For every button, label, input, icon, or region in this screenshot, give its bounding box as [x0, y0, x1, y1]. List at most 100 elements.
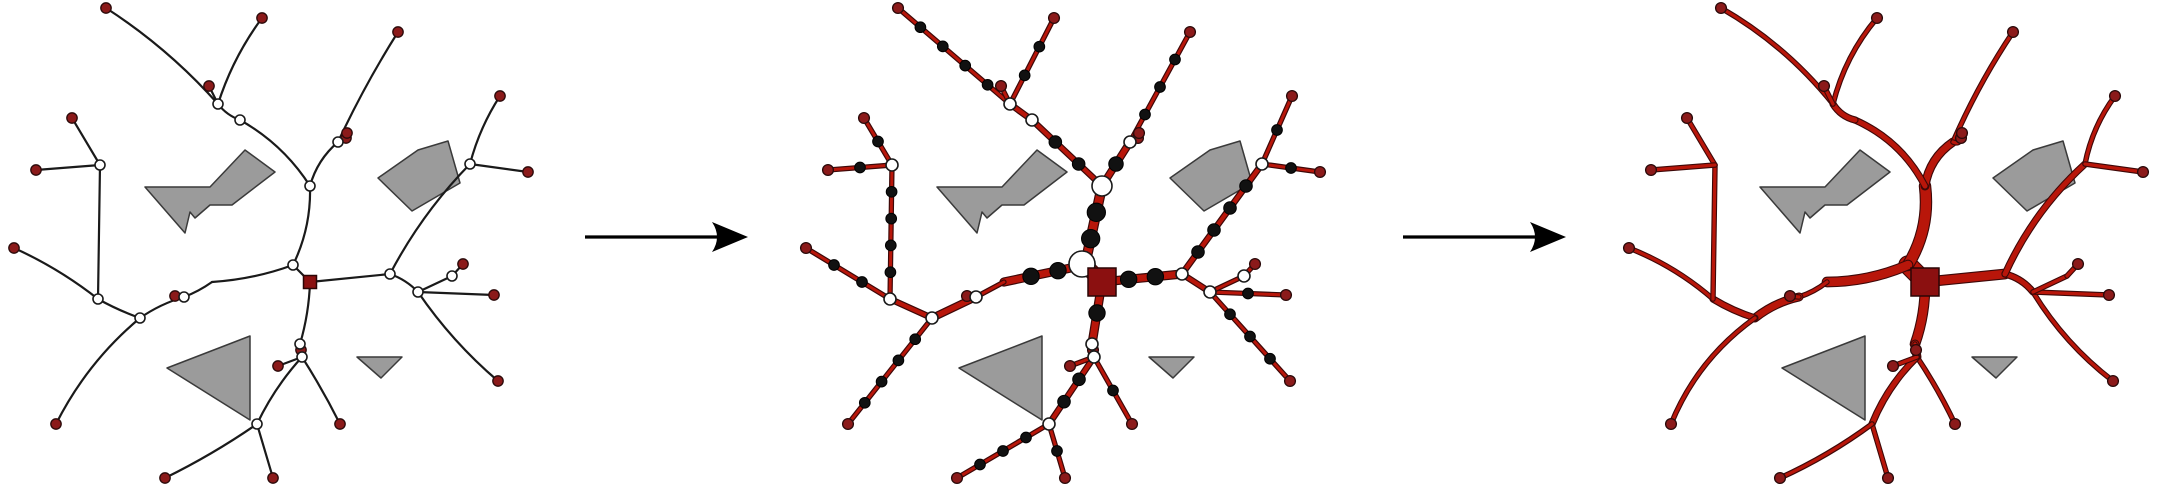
obstacle-zigzag [936, 149, 1068, 234]
flow-edge [2083, 162, 2145, 174]
subdivision-node [1081, 229, 1101, 249]
steiner-node [412, 286, 424, 298]
terminal-node [1313, 165, 1327, 179]
tree-edge [255, 422, 275, 480]
tree-edge [468, 162, 530, 174]
flow-edge [2031, 290, 2115, 383]
flow-edge [1870, 422, 1890, 480]
steiner-node [446, 270, 458, 282]
tree-edge [388, 162, 472, 276]
subdivision-node [1051, 445, 1063, 457]
arrow-head [712, 222, 748, 252]
obstacle-zigzag [1759, 149, 1891, 234]
flow-edge [1711, 163, 1717, 301]
steiner-node [969, 290, 983, 304]
tree-edge [255, 355, 304, 426]
terminal-node [1279, 288, 1293, 302]
terminal-node [799, 241, 813, 255]
terminal-node [8, 242, 20, 254]
subdivision-node [892, 354, 905, 367]
terminal-node [267, 472, 279, 484]
tree-edge [163, 422, 259, 480]
flow-edge [804, 246, 892, 301]
flow-edge [1869, 354, 1920, 427]
steiner-node [234, 114, 246, 126]
steiner-node [287, 259, 299, 271]
subdivision-node [997, 445, 1009, 457]
tree-edge [238, 118, 312, 188]
obstacle-small-triangle [1148, 356, 1195, 379]
steiner-node [94, 159, 106, 171]
terminal-node [1644, 163, 1658, 177]
obstacle-pentagon-right [1169, 140, 1253, 212]
subdivision-node [981, 78, 994, 91]
steiner-node [296, 351, 308, 363]
terminal-node [1783, 289, 1797, 303]
subdivision-node [1207, 223, 1221, 237]
flow-edge-outline [1718, 5, 1836, 107]
tree-edge [70, 116, 102, 167]
subdivision-node [856, 276, 868, 288]
flow-edge [1852, 117, 1928, 189]
obstacles [144, 140, 461, 421]
subdivision-node [959, 59, 972, 72]
subdivision-node [974, 458, 986, 471]
terminal-node [1125, 417, 1139, 431]
flow-edge-outline [2030, 289, 2116, 384]
flow-edge [1685, 116, 1717, 167]
steiner-node [464, 158, 476, 170]
terminal-node [1183, 25, 1197, 39]
flow-edge [2031, 274, 2069, 294]
terminal-node [1058, 471, 1072, 485]
obstacle-large-triangle [958, 335, 1043, 421]
terminal-node [841, 417, 855, 431]
subdivision-node [909, 333, 922, 346]
steiner-node [212, 98, 224, 110]
tree-edge [308, 140, 340, 188]
root-node [1087, 267, 1117, 297]
terminal-node [1817, 79, 1831, 93]
terminal-node [1881, 471, 1895, 485]
subdivision-node [884, 266, 897, 279]
tree-nodes [1622, 1, 2150, 485]
terminal-node [203, 80, 215, 92]
obstacle-large-triangle [166, 335, 251, 421]
arrow-to-smooth [1403, 222, 1566, 252]
tree-edge [96, 297, 142, 320]
terminal-node [392, 26, 404, 38]
flow-edge [1046, 354, 1097, 427]
obstacle-small-triangle [356, 356, 403, 379]
terminal-node [1063, 359, 1077, 373]
subdivision-node [1071, 157, 1086, 171]
flow-edge [1710, 296, 1758, 321]
terminal-node [1283, 374, 1297, 388]
terminal-node [1714, 1, 1728, 15]
tree-nodes [8, 2, 534, 484]
steiner-node [92, 293, 104, 305]
terminal-node [1622, 241, 1636, 255]
terminal-node [492, 375, 504, 387]
subdivision-node [1119, 270, 1138, 289]
obstacle-pentagon-right [377, 140, 461, 212]
flow-edge [1008, 16, 1056, 106]
tree-edge [300, 355, 342, 426]
subdivision-node [1108, 156, 1124, 172]
subdivision-node [1022, 267, 1040, 286]
subdivision-node [854, 161, 866, 174]
subdivision-node [1139, 108, 1151, 121]
obstacle-pentagon-right [1992, 140, 2076, 212]
flow-edge [1951, 30, 2015, 144]
subdivision-node [1154, 81, 1166, 93]
subdivision-node [885, 212, 898, 225]
terminal-node [1955, 126, 1969, 140]
terminal-node [891, 1, 905, 15]
steiner-node [1042, 417, 1056, 431]
terminal-node [272, 360, 284, 372]
terminal-node [50, 418, 62, 430]
flow-edge [1915, 355, 1957, 426]
terminal-node [2136, 165, 2150, 179]
terminal-node [1132, 126, 1146, 140]
subdivision-node [1020, 431, 1032, 444]
panel-steiner-tree [8, 2, 534, 484]
flow-edge [2031, 290, 2111, 297]
